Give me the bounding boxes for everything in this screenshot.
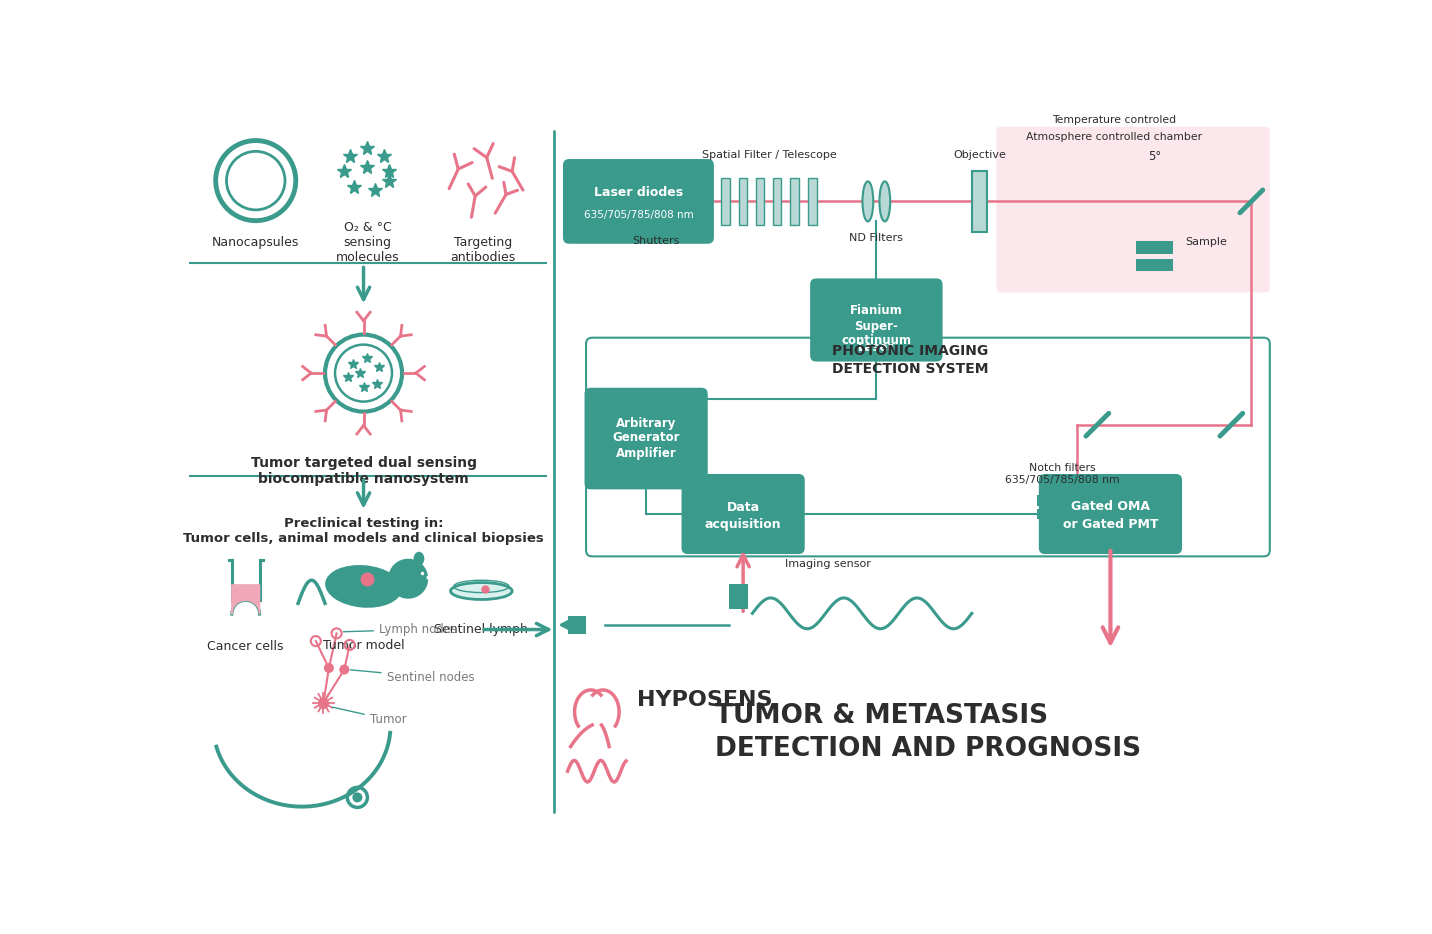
Bar [756,178,765,224]
Bar [808,178,816,224]
FancyBboxPatch shape [997,127,1270,292]
Text: Gated OMA: Gated OMA [1071,500,1150,513]
Bar [1136,242,1173,254]
Circle shape [324,663,334,673]
Ellipse shape [879,181,891,221]
Text: Fianium: Fianium [851,304,902,318]
Text: Objective: Objective [954,150,1005,161]
Text: Generator: Generator [613,432,680,445]
Ellipse shape [325,565,402,608]
Text: Laser diodes: Laser diodes [594,186,683,199]
Text: Targeting
antibodies: Targeting antibodies [450,236,516,264]
Circle shape [352,792,362,802]
Bar [1037,509,1083,519]
Text: Atmosphere controlled chamber: Atmosphere controlled chamber [1027,132,1203,142]
Text: 635/705/785/808 nm: 635/705/785/808 nm [584,210,693,220]
Text: 635/705/785/808 nm: 635/705/785/808 nm [1005,475,1120,486]
Polygon shape [232,585,259,615]
FancyBboxPatch shape [584,388,707,489]
Ellipse shape [414,552,424,566]
Text: Amplifier: Amplifier [616,447,676,460]
FancyBboxPatch shape [1038,474,1181,554]
Text: Tumor: Tumor [332,707,407,726]
Bar [567,616,586,634]
Circle shape [388,559,428,599]
Text: HYPOSENS: HYPOSENS [637,690,772,711]
Ellipse shape [451,583,513,600]
Text: Arbitrary: Arbitrary [616,417,676,430]
Text: Tumor model: Tumor model [322,639,404,652]
Text: 5°: 5° [1147,149,1161,163]
Text: Lymph nodes: Lymph nodes [344,623,457,636]
Text: Notch filters: Notch filters [1028,463,1095,473]
Text: Spatial Filter / Telescope: Spatial Filter / Telescope [702,150,836,161]
Text: Preclinical testing in:
Tumor cells, animal models and clinical biopsies: Preclinical testing in: Tumor cells, ani… [183,517,544,545]
Ellipse shape [862,181,874,221]
FancyBboxPatch shape [682,474,805,554]
Bar [729,584,748,609]
Text: Data: Data [726,502,760,515]
FancyBboxPatch shape [563,159,715,244]
Text: TUMOR & METASTASIS
DETECTION AND PROGNOSIS: TUMOR & METASTASIS DETECTION AND PROGNOS… [716,703,1141,762]
Bar [1136,259,1173,272]
Text: Sample: Sample [1186,236,1227,247]
Text: Temperature controled: Temperature controled [1053,115,1176,125]
FancyBboxPatch shape [811,278,942,361]
Text: PHOTONIC IMAGING
DETECTION SYSTEM: PHOTONIC IMAGING DETECTION SYSTEM [832,344,988,376]
Text: Tumor targeted dual sensing
biocompatible nanosystem: Tumor targeted dual sensing biocompatibl… [251,457,477,487]
Text: O₂ & °C
sensing
molecules: O₂ & °C sensing molecules [335,220,400,263]
Bar [972,171,987,233]
Text: Shutters: Shutters [633,235,680,246]
Text: Laser: Laser [858,341,895,354]
Text: or Gated PMT: or Gated PMT [1063,518,1158,531]
Text: ND Filters: ND Filters [849,234,904,244]
Bar [790,178,799,224]
Bar [773,178,782,224]
Text: Imaging sensor: Imaging sensor [785,559,871,569]
Bar [1037,495,1083,505]
Bar [739,178,748,224]
Text: Cancer cells: Cancer cells [208,641,284,653]
Text: acquisition: acquisition [705,518,782,531]
Text: Super-: Super- [855,319,898,333]
Text: Nanocapsules: Nanocapsules [212,236,299,249]
Text: Sentinel nodes: Sentinel nodes [349,670,474,684]
Circle shape [339,665,349,674]
Bar [722,178,730,224]
Text: Sentinel lymph: Sentinel lymph [434,623,528,636]
Text: continuum: continuum [842,333,911,347]
